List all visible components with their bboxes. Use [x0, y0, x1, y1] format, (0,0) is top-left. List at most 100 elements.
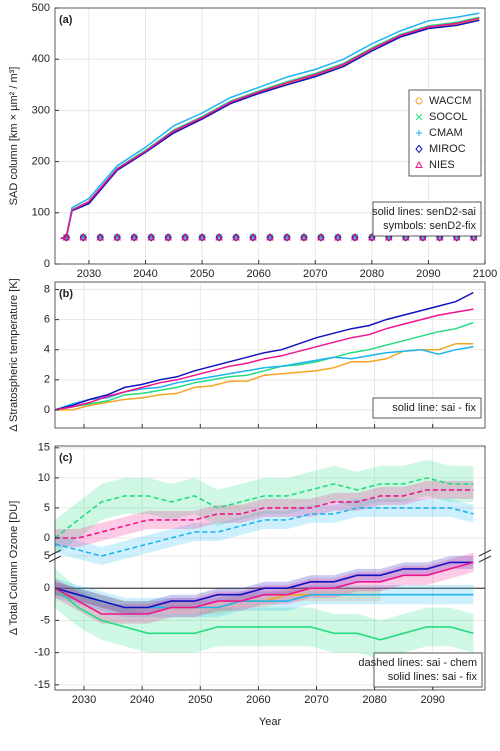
marker: [266, 233, 274, 242]
annotation: symbols: senD2-fix: [383, 220, 476, 232]
annotation: solid lines: sai - fix: [388, 671, 478, 683]
marker: [215, 233, 223, 242]
marker: [215, 233, 223, 241]
legend-label: WACCM: [429, 95, 471, 107]
y-tick-label: 6: [44, 314, 50, 326]
y-tick-label: 400: [32, 53, 50, 65]
marker: [130, 233, 138, 242]
y-axis-label: SAD column [km × µm² / m³]: [8, 67, 20, 206]
y-axis-label: Δ Stratospheric temperature [K]: [8, 278, 20, 431]
marker: [266, 233, 274, 241]
marker: [164, 233, 173, 241]
annotation-box: [372, 397, 482, 419]
panel-label: (a): [59, 14, 73, 26]
marker: [79, 233, 87, 242]
x-tick-label: 2030: [72, 694, 96, 706]
legend-marker: [415, 113, 423, 121]
x-tick-label: 2030: [77, 268, 101, 280]
annotation: solid lines: senD2-sai: [372, 206, 476, 218]
marker: [232, 233, 240, 242]
marker: [351, 233, 359, 241]
marker: [181, 233, 189, 241]
annotation-box: [372, 201, 482, 237]
marker: [317, 233, 325, 241]
panel-label: (b): [59, 288, 73, 300]
y-tick-label: 200: [32, 156, 50, 168]
line: [55, 561, 474, 609]
y-tick-label: -15: [34, 679, 50, 691]
x-tick-label: 2070: [304, 694, 328, 706]
line: [60, 12, 480, 240]
uncertainty-band: [55, 556, 474, 614]
marker: [62, 233, 71, 241]
y-tick-label: 8: [44, 283, 50, 295]
marker: [300, 233, 308, 242]
y-tick-label: 0: [44, 258, 50, 270]
marker: [198, 233, 206, 241]
marker: [401, 233, 410, 241]
y-tick-label: 0: [44, 582, 50, 594]
y-tick-label: -10: [34, 647, 50, 659]
line: [60, 19, 480, 240]
y-axis-label: Δ Total Column Ozone [DU]: [8, 501, 20, 636]
y-tick-label: 0: [44, 532, 50, 544]
marker: [249, 233, 257, 242]
x-tick-label: 2070: [303, 268, 327, 280]
y-tick-label: 0: [44, 404, 50, 416]
legend-marker: [415, 97, 423, 105]
marker: [147, 233, 156, 241]
marker: [249, 233, 257, 241]
marker: [317, 233, 325, 242]
marker: [435, 233, 444, 241]
plot-layer: [55, 282, 485, 428]
marker: [367, 233, 376, 241]
x-tick-label: 2050: [188, 694, 212, 706]
x-tick-label: 2080: [360, 268, 384, 280]
y-tick-label: 5: [44, 550, 50, 562]
marker: [96, 233, 104, 242]
marker: [283, 233, 291, 241]
y-tick-label: 15: [38, 442, 50, 454]
legend-label: NIES: [429, 159, 455, 171]
marker: [351, 233, 359, 242]
line: [60, 17, 480, 240]
x-tick-label: 2100: [473, 268, 497, 280]
marker: [283, 233, 291, 242]
x-tick-label: 2040: [133, 268, 157, 280]
marker: [418, 233, 427, 241]
x-tick-label: 2040: [130, 694, 154, 706]
uncertainty-band: [55, 480, 474, 547]
y-tick-label: 100: [32, 207, 50, 219]
annotation-box: [373, 652, 483, 688]
y-tick-label: 5: [44, 502, 50, 514]
plot-area: [55, 446, 485, 690]
plot-frame: [54, 445, 486, 691]
legend-label: MIROC: [429, 143, 466, 155]
marker: [300, 233, 308, 241]
x-tick-label: 2060: [246, 694, 270, 706]
y-tick-label: 300: [32, 104, 50, 116]
legend-marker: [415, 144, 423, 154]
marker: [198, 233, 206, 242]
line: [55, 308, 474, 411]
dashed-line: [55, 477, 474, 539]
marker: [147, 233, 155, 242]
legend-marker: [415, 160, 423, 168]
marker: [96, 233, 105, 241]
line: [55, 321, 474, 411]
x-tick-label: 2060: [246, 268, 270, 280]
line: [55, 587, 474, 641]
x-tick-label: 2090: [416, 268, 440, 280]
marker: [334, 233, 342, 242]
marker: [384, 233, 393, 241]
uncertainty-band: [55, 498, 474, 565]
plot-frame: [54, 281, 486, 429]
legend-label: CMAM: [429, 127, 463, 139]
annotation: solid line: sai - fix: [392, 402, 476, 414]
marker: [164, 233, 172, 242]
legend-label: SOCOL: [429, 111, 468, 123]
marker: [79, 233, 88, 241]
marker: [113, 233, 122, 241]
